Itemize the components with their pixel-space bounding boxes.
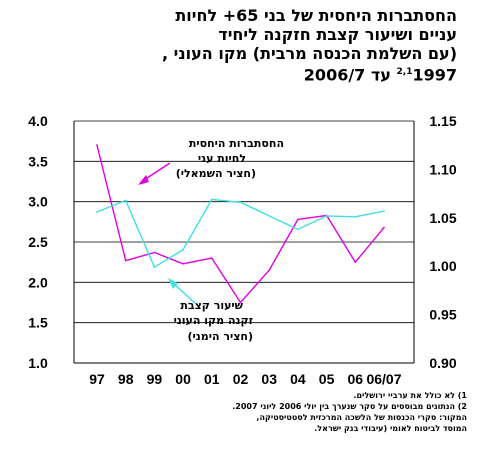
series-1-point-2 (153, 266, 156, 269)
footnote-2: 2) הנתונים מבוססים על סקר שנערך בין יולי… (232, 402, 467, 411)
annotation-1-arrow-line (173, 283, 197, 305)
series-0-point-6 (268, 269, 271, 272)
series-1-point-7 (297, 228, 299, 231)
series-0-point-4 (210, 257, 213, 260)
annotation-1-line-1: שיעור קצבת (180, 299, 243, 312)
series-1-point-1 (124, 199, 127, 202)
x-tick-label-0: 97 (89, 371, 105, 387)
series-0-point-3 (182, 262, 185, 265)
left-tick-label-0: 1.0 (28, 355, 48, 371)
annotation-0-arrow-line (143, 162, 171, 181)
annotation-0-line-1: החסתברות היחסית (189, 137, 284, 150)
x-axis-ticks: 97 98 99 00 01 02 03 04 05 06 06/07 (89, 371, 402, 387)
series-layer (96, 144, 385, 304)
annotation-1-line-3: (חציר הימני) (188, 330, 253, 343)
annotation-0-line-3: (חציר השמאלי) (176, 167, 256, 180)
annotation-series-0: החסתברות היחסית לחיות עני (חציר השמאלי) (138, 137, 284, 185)
right-tick-label-3: 1.05 (429, 210, 456, 226)
series-1-point-8 (325, 214, 328, 217)
x-tick-label-7: 04 (290, 371, 306, 387)
x-tick-label-4: 01 (204, 371, 220, 387)
annotation-1-arrowhead (168, 278, 178, 289)
series-1-point-6 (268, 214, 271, 217)
x-tick-label-5: 02 (233, 371, 249, 387)
series-0-point-10 (383, 226, 385, 229)
series-1-point-9 (354, 215, 357, 218)
title-line-3: (עם השלמת הכנסה מרבית) מקו העוני , (162, 44, 457, 63)
left-tick-label-6: 4.0 (28, 113, 48, 129)
x-tick-label-1: 98 (118, 371, 134, 387)
x-tick-label-3: 00 (175, 371, 191, 387)
footnote-1: 1) לא כולל את ערביי ירושלים. (353, 391, 467, 400)
series-0-point-0 (96, 144, 98, 147)
gridlines (74, 120, 414, 324)
annotation-series-1: שיעור קצבת זקנה מקו העוני (חציר הימני) (168, 278, 253, 343)
left-tick-label-3: 2.5 (28, 234, 48, 250)
annotation-1-line-2: זקנה מקו העוני (174, 314, 253, 327)
left-tick-label-4: 3.0 (28, 194, 48, 210)
series-1-point-0 (96, 211, 98, 213)
title-line-4-text: 1997 עד 2006/7 (303, 65, 457, 85)
right-axis-ticks: 0.90 0.95 1.00 1.05 1.10 1.15 (429, 113, 456, 371)
title-line-4: 2,11997 עד 2006/7 (0, 63, 479, 84)
series-0-point-1 (124, 259, 127, 262)
right-tick-label-0: 0.90 (429, 355, 456, 371)
footnote-source-2: המוסד לביטוח לאומי (עיבודי בנק ישראל. (314, 424, 467, 433)
left-axis-ticks: 1.0 1.5 2.0 2.5 3.0 3.5 4.0 (28, 113, 48, 371)
x-tick-label-9: 06 (348, 371, 364, 387)
x-tick-label-8: 05 (319, 371, 335, 387)
series-0-point-5 (239, 301, 242, 304)
footnote-source-1: המקור: סקרי הכנסות של הלשכה המרכזית לסטט… (256, 413, 467, 422)
title-line-2: עניים ושיעור קצבת חזקנה ליחיד (218, 25, 457, 44)
right-tick-label-2: 1.00 (429, 258, 456, 274)
series-1-point-5 (239, 201, 242, 204)
series-1-point-10 (383, 210, 385, 212)
annotation-0-line-2: לחיות עני (198, 152, 246, 165)
chart-title: החסתברות היחסית של בני 65+ לחיות עניים ו… (0, 6, 479, 84)
footnotes: 1) לא כולל את ערביי ירושלים. 2) הנתונים … (107, 390, 467, 434)
line-chart: 1.0 1.5 2.0 2.5 3.0 3.5 4.0 0.90 0.95 1.00 1.05 1.… (28, 113, 457, 387)
left-tick-label-5: 3.5 (28, 153, 48, 169)
x-tick-label-10: 06/07 (366, 371, 401, 387)
right-tick-label-5: 1.15 (429, 113, 456, 129)
annotation-0-arrowhead (138, 175, 149, 185)
series-0-point-9 (354, 261, 357, 264)
series-0-point-7 (297, 218, 299, 221)
x-tick-label-6: 03 (261, 371, 277, 387)
right-tick-label-1: 0.95 (429, 307, 456, 323)
title-superscript: 2,1 (396, 67, 413, 77)
series-1-point-3 (182, 248, 185, 251)
title-line-1: החסתברות היחסית של בני 65+ לחיות (175, 6, 457, 25)
series-1-point-4 (210, 198, 213, 201)
left-tick-label-1: 1.5 (28, 315, 48, 331)
x-tick-label-2: 99 (147, 371, 163, 387)
left-tick-label-2: 2.0 (28, 274, 48, 290)
series-0-point-2 (153, 251, 156, 254)
right-tick-label-4: 1.10 (429, 161, 456, 177)
